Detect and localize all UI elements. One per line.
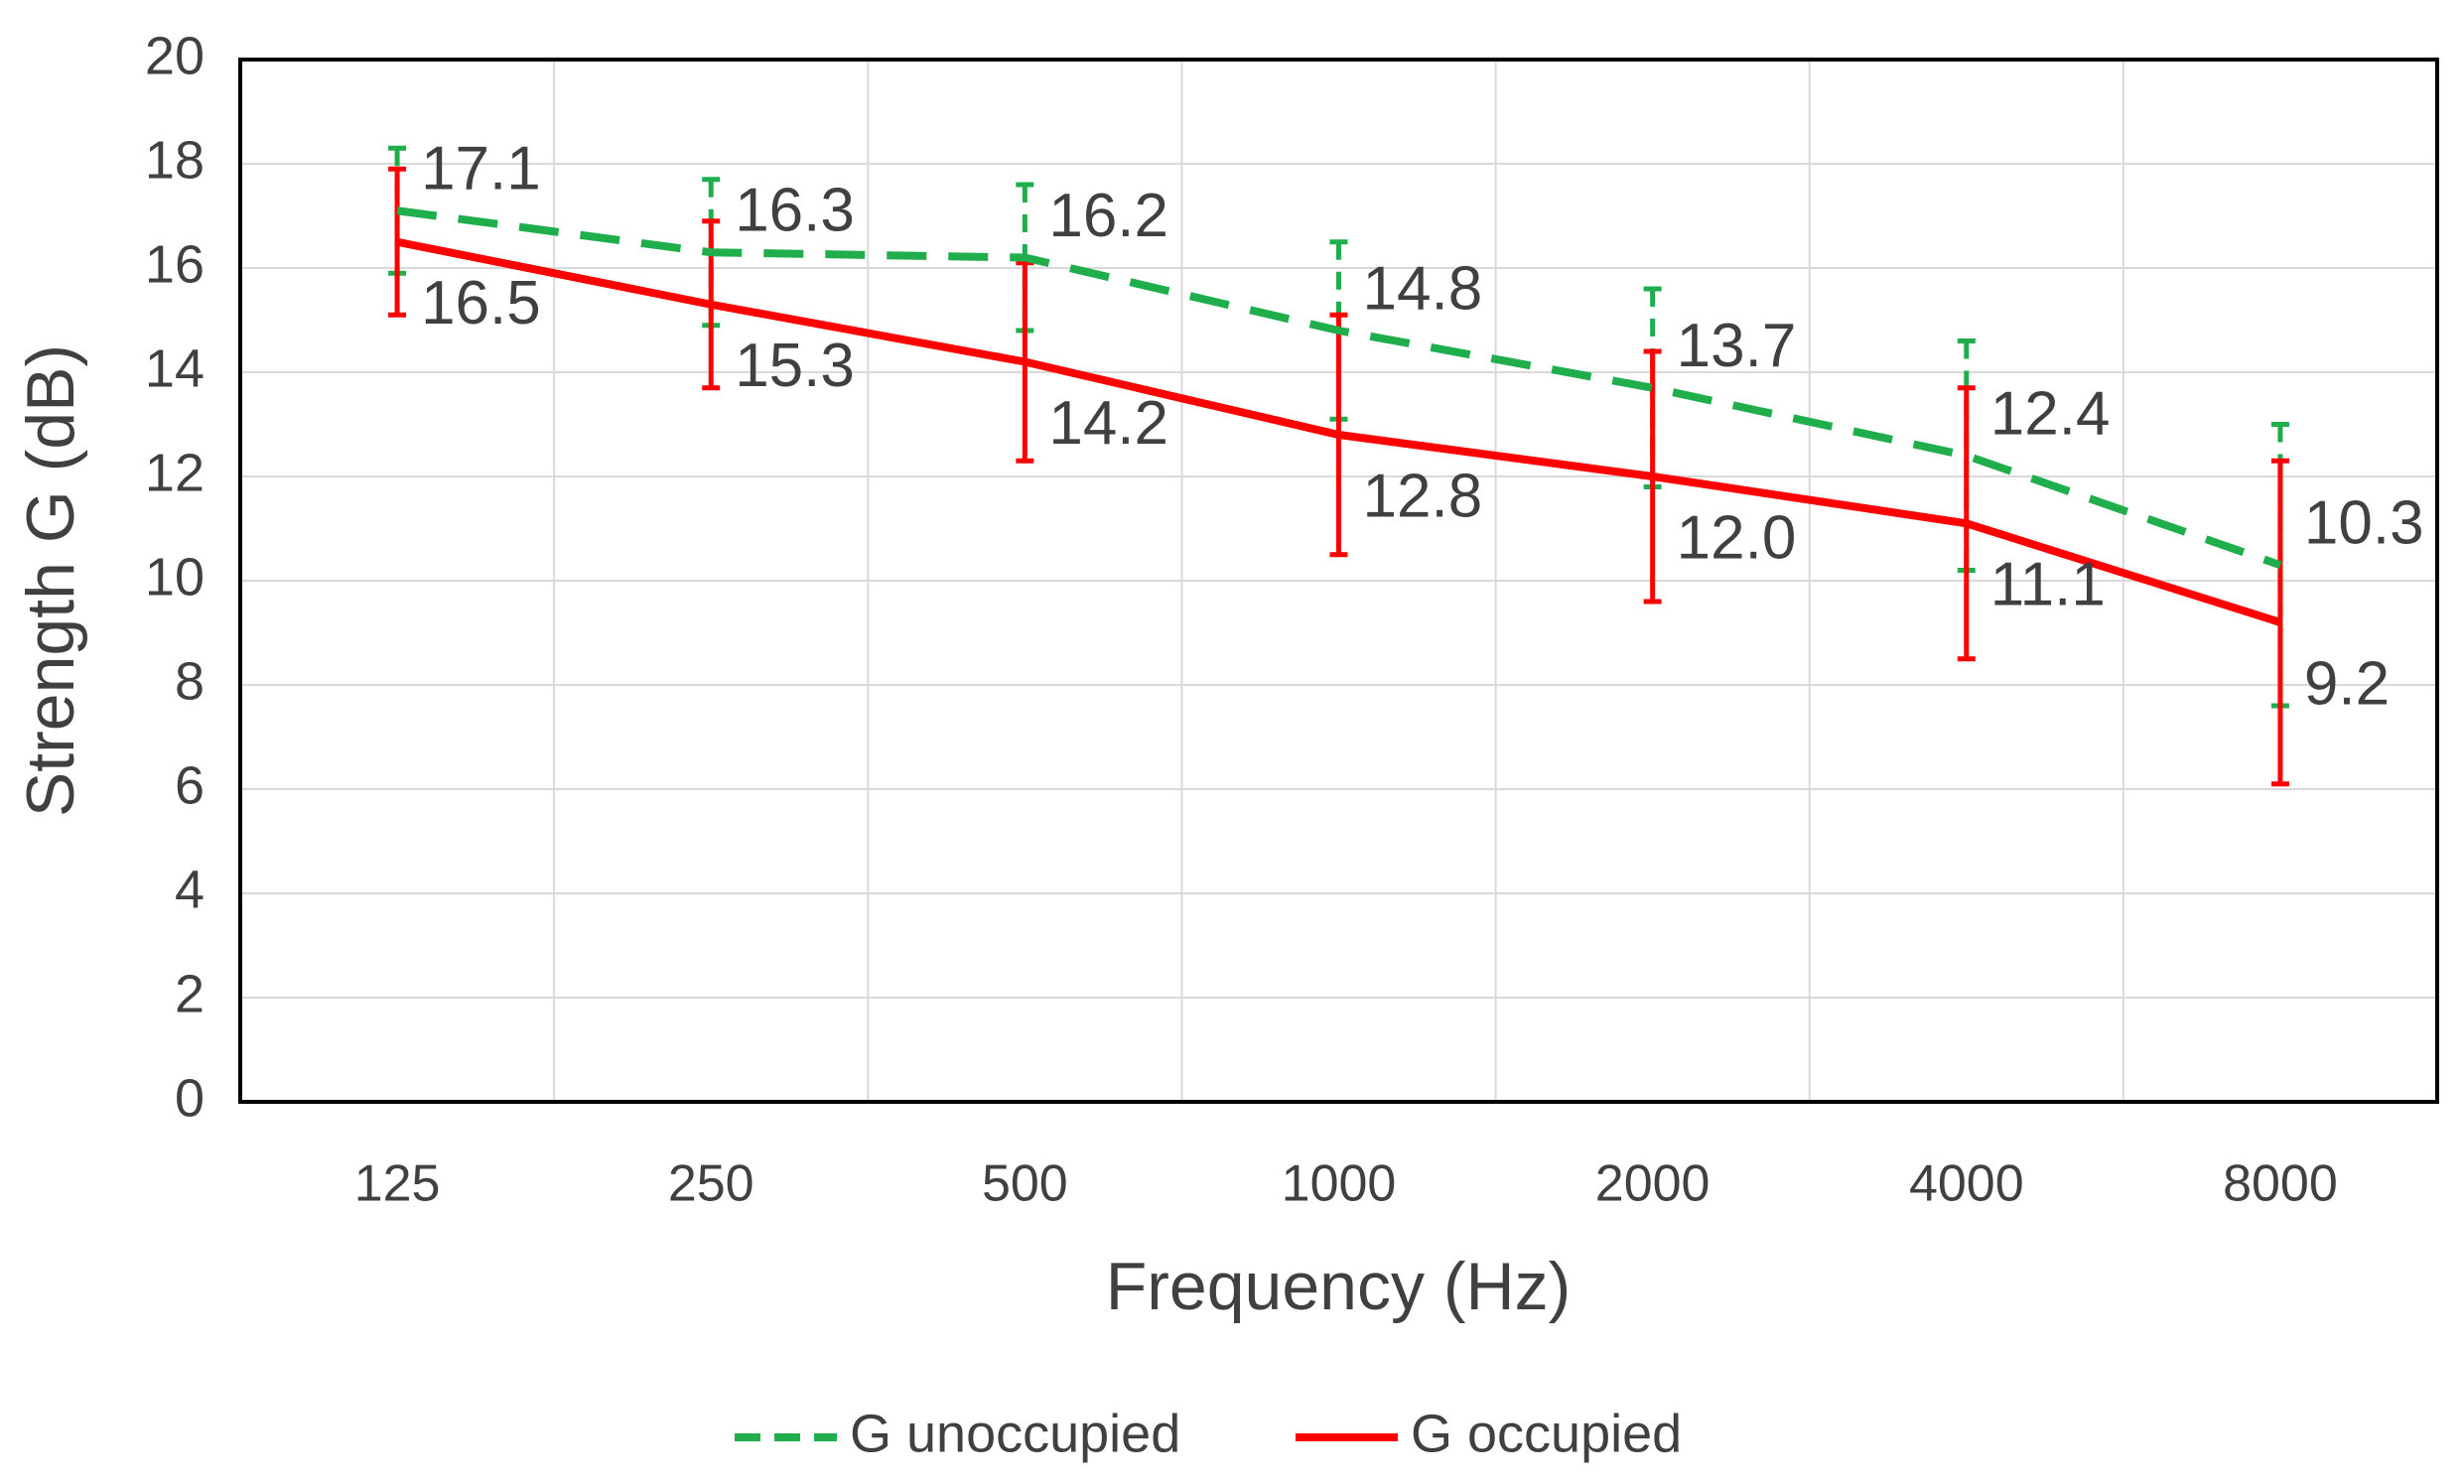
legend-label: G unoccupied [850,1404,1180,1463]
data-label: 13.7 [1677,312,1797,380]
y-tick-label: 18 [145,130,205,190]
y-axis-title: Strength G (dB) [13,344,88,817]
data-label: 14.2 [1048,389,1168,458]
data-label: 16.2 [1048,182,1168,250]
x-tick-label: 500 [982,1155,1068,1213]
y-tick-label: 2 [175,964,205,1023]
x-axis-title: Frequency (Hz) [1106,1249,1572,1324]
x-tick-label: 2000 [1595,1155,1711,1213]
data-label: 17.1 [421,135,541,203]
x-tick-label: 125 [354,1155,441,1213]
y-tick-label: 12 [145,443,205,502]
data-label: 12.8 [1363,462,1483,530]
y-tick-label: 0 [175,1068,205,1128]
x-tick-label: 4000 [1909,1155,2024,1213]
y-tick-label: 14 [145,338,205,398]
data-label: 15.3 [735,332,855,400]
y-tick-label: 10 [145,547,205,607]
data-label: 16.3 [735,177,855,245]
data-label: 11.1 [1990,551,2106,619]
y-tick-label: 4 [175,860,205,919]
data-label: 16.5 [421,269,541,337]
data-label: 14.8 [1363,254,1483,323]
x-tick-label: 250 [668,1155,754,1213]
data-label: 12.4 [1990,379,2111,448]
plot-border [238,58,2439,1104]
legend-label: G occupied [1411,1404,1682,1463]
series-line [396,237,2282,626]
series-line [396,206,2282,570]
y-tick-label: 8 [175,651,205,711]
y-tick-label: 16 [145,234,205,294]
x-tick-label: 8000 [2223,1155,2338,1213]
y-tick-label: 6 [175,755,205,815]
y-tick-label: 20 [145,26,205,85]
data-label: 9.2 [2304,649,2390,718]
x-tick-label: 1000 [1282,1155,1397,1213]
data-label: 10.3 [2304,489,2424,558]
data-label: 12.0 [1677,503,1797,572]
